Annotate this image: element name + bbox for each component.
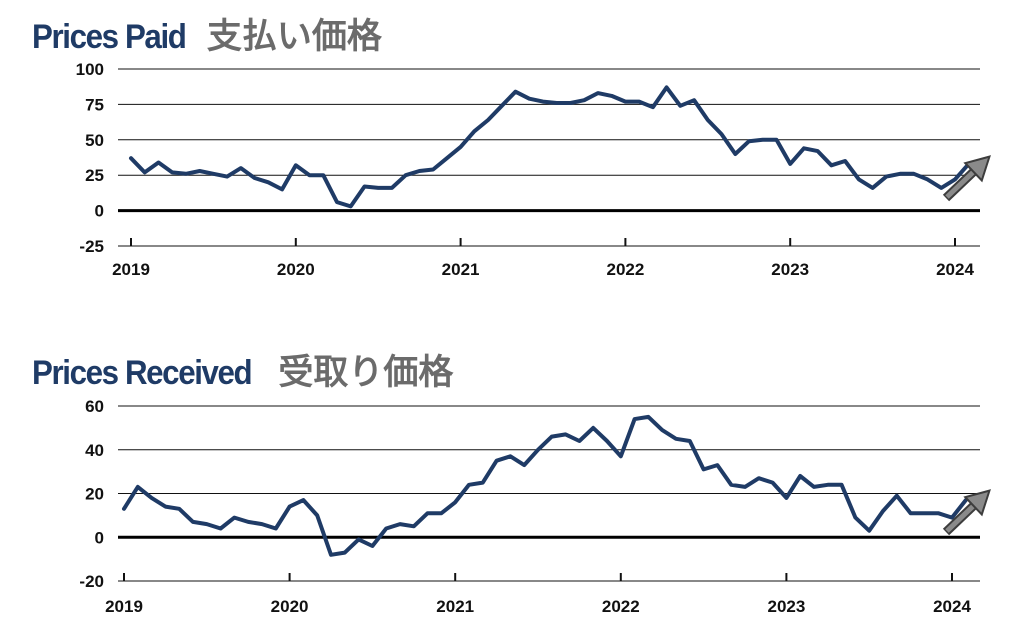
- chart2-title: Prices Received 受取り価格: [32, 344, 453, 395]
- x-tick-label: 2023: [767, 597, 805, 616]
- y-tick-label: 100: [76, 60, 104, 79]
- x-tick-label: 2021: [442, 260, 480, 279]
- trend-arrow-icon: [942, 489, 991, 536]
- trend-arrow-icon: [942, 155, 991, 202]
- x-tick-label: 2020: [277, 260, 315, 279]
- x-tick-label: 2019: [112, 260, 150, 279]
- y-tick-label: 20: [85, 485, 104, 504]
- x-tick-label: 2022: [606, 260, 644, 279]
- x-tick-label: 2022: [602, 597, 640, 616]
- y-tick-label: 75: [85, 95, 104, 114]
- x-tick-label: 2024: [933, 597, 971, 616]
- chart1-title-en: Prices Paid: [32, 18, 187, 56]
- chart1-title: Prices Paid 支払い価格: [32, 8, 382, 59]
- y-tick-label: 40: [85, 441, 104, 460]
- y-tick-label: 0: [95, 202, 104, 221]
- x-tick-label: 2019: [105, 597, 143, 616]
- chart2-title-en: Prices Received: [32, 354, 253, 392]
- chart2-title-ja: 受取り価格: [278, 353, 454, 393]
- x-tick-label: 2024: [936, 260, 974, 279]
- series-line: [122, 414, 968, 557]
- prices-paid-chart: 100 75 50 25 0 -25 2019 2020 2021 2022 2023 2024: [76, 60, 991, 279]
- series-line: [129, 85, 971, 209]
- y-tick-label: -25: [79, 237, 104, 256]
- x-tick-label: 2020: [271, 597, 309, 616]
- x-tick-label: 2021: [436, 597, 474, 616]
- y-tick-label: -20: [79, 572, 104, 591]
- y-tick-label: 25: [85, 166, 104, 185]
- y-tick-label: 50: [85, 131, 104, 150]
- y-tick-label: 60: [85, 397, 104, 416]
- x-tick-label: 2023: [771, 260, 809, 279]
- y-tick-label: 0: [95, 528, 104, 547]
- chart1-title-ja: 支払い価格: [206, 17, 382, 57]
